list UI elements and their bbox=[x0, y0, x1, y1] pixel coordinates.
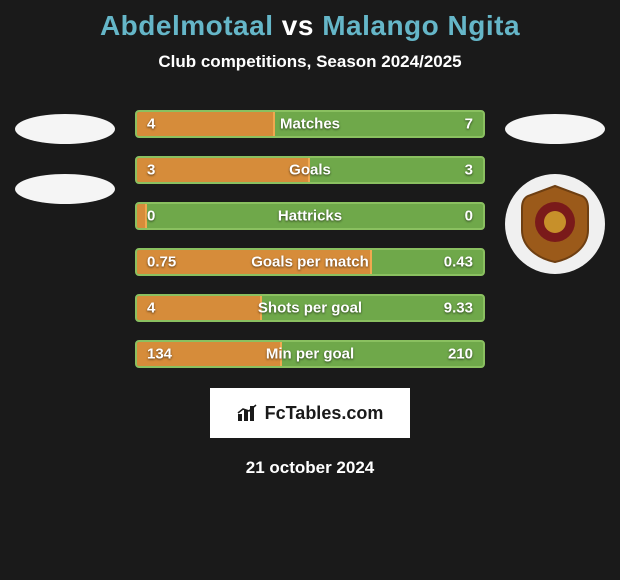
stat-right-value: 0.43 bbox=[444, 254, 473, 271]
watermark: FcTables.com bbox=[210, 388, 410, 438]
stat-row: 4 Matches 7 bbox=[135, 110, 485, 138]
stat-row: 0 Hattricks 0 bbox=[135, 202, 485, 230]
title: Abdelmotaal vs Malango Ngita bbox=[100, 10, 520, 42]
comparison-bars: 4 Matches 7 3 Goals 3 0 Hattricks 0 0.75 Goals per… bbox=[135, 110, 485, 368]
chart-icon bbox=[237, 404, 259, 422]
stat-label: Matches bbox=[280, 116, 340, 133]
club-logo-placeholder bbox=[15, 174, 115, 204]
left-side-col bbox=[5, 110, 125, 204]
stat-left-value: 4 bbox=[147, 116, 155, 133]
player-photo-placeholder bbox=[15, 114, 115, 144]
stat-row: 3 Goals 3 bbox=[135, 156, 485, 184]
stat-label: Min per goal bbox=[266, 346, 354, 363]
watermark-text: FcTables.com bbox=[265, 403, 384, 424]
stat-right-value: 7 bbox=[465, 116, 473, 133]
shield-icon bbox=[520, 184, 590, 264]
stat-right-value: 9.33 bbox=[444, 300, 473, 317]
stat-row: 0.75 Goals per match 0.43 bbox=[135, 248, 485, 276]
infographic-root: Abdelmotaal vs Malango Ngita Club compet… bbox=[0, 0, 620, 580]
title-vs: vs bbox=[282, 10, 314, 41]
stat-row-left-fill bbox=[137, 158, 310, 182]
subtitle: Club competitions, Season 2024/2025 bbox=[158, 52, 461, 72]
stat-left-value: 3 bbox=[147, 162, 155, 179]
stat-label: Goals per match bbox=[251, 254, 369, 271]
stat-row-left-fill bbox=[137, 204, 147, 228]
date: 21 october 2024 bbox=[246, 458, 375, 478]
stat-left-value: 4 bbox=[147, 300, 155, 317]
stat-right-value: 210 bbox=[448, 346, 473, 363]
stat-right-value: 0 bbox=[465, 208, 473, 225]
title-player1: Abdelmotaal bbox=[100, 10, 274, 41]
stat-label: Hattricks bbox=[278, 208, 342, 225]
stat-left-value: 134 bbox=[147, 346, 172, 363]
stat-row-left-fill bbox=[137, 296, 262, 320]
stat-row-left-fill bbox=[137, 112, 275, 136]
stat-left-value: 0.75 bbox=[147, 254, 176, 271]
stat-label: Shots per goal bbox=[258, 300, 362, 317]
player-photo-placeholder bbox=[505, 114, 605, 144]
stat-left-value: 0 bbox=[147, 208, 155, 225]
stat-row: 134 Min per goal 210 bbox=[135, 340, 485, 368]
club-crest bbox=[505, 174, 605, 274]
right-side-col bbox=[495, 110, 615, 274]
stat-row: 4 Shots per goal 9.33 bbox=[135, 294, 485, 322]
title-player2: Malango Ngita bbox=[322, 10, 520, 41]
stat-label: Goals bbox=[289, 162, 331, 179]
stat-right-value: 3 bbox=[465, 162, 473, 179]
chart-area: 4 Matches 7 3 Goals 3 0 Hattricks 0 0.75 Goals per… bbox=[0, 110, 620, 368]
